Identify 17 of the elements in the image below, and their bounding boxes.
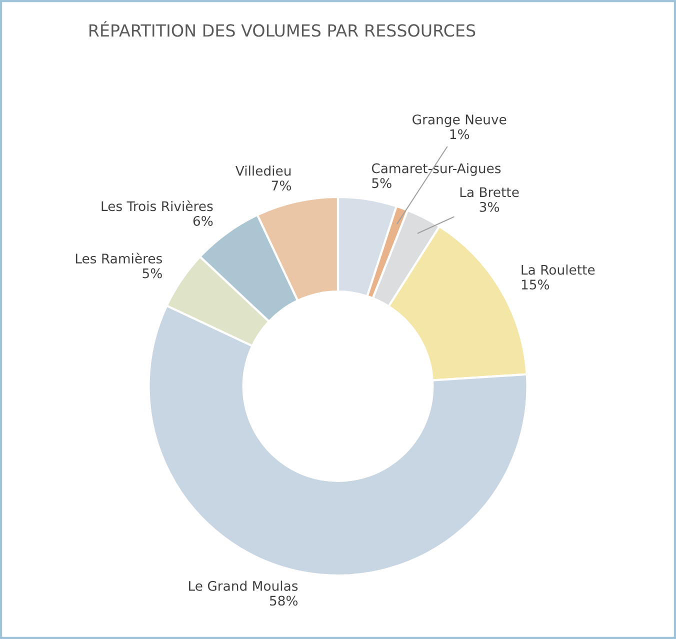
- data-label: 6%: [193, 216, 213, 226]
- slice-label: Les Ramières: [76, 252, 162, 264]
- data-label: 5%: [142, 268, 162, 278]
- slice-label: Le Grand Moulas: [189, 580, 298, 591]
- data-label: 5%: [372, 178, 392, 188]
- slice-label: Camaret-sur-Aigues: [372, 163, 501, 176]
- data-label: 15%: [522, 280, 550, 290]
- slice-label: Les Trois Rivières: [102, 200, 213, 212]
- data-label: 3%: [480, 202, 500, 212]
- chart-title: RÉPARTITION DES VOLUMES PAR RESSOURCES: [90, 21, 476, 37]
- data-label: 58%: [270, 596, 298, 606]
- data-label: 7%: [272, 180, 292, 191]
- slice-label: La Brette: [460, 187, 519, 198]
- slice-label: Grange Neuve: [412, 114, 506, 127]
- data-label: 1%: [450, 129, 470, 140]
- slice-label: La Roulette: [522, 264, 595, 275]
- slice-label: Villedieu: [235, 166, 291, 176]
